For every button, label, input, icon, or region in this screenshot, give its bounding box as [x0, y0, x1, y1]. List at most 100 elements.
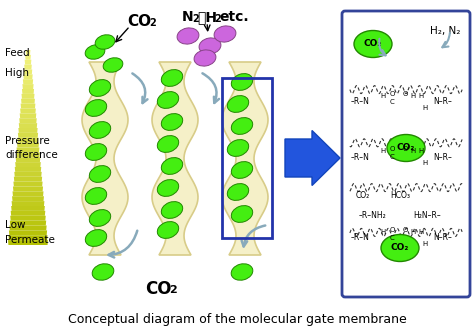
Text: H: H	[422, 105, 428, 111]
Text: 2: 2	[192, 14, 199, 24]
Text: O: O	[402, 227, 408, 233]
Text: H: H	[380, 229, 386, 235]
Bar	[222, 78, 272, 238]
Text: O: O	[389, 227, 395, 233]
Polygon shape	[17, 142, 39, 148]
FancyBboxPatch shape	[342, 11, 470, 297]
Text: H: H	[422, 160, 428, 166]
Ellipse shape	[89, 210, 111, 226]
Text: N–R–: N–R–	[433, 153, 452, 162]
Text: –R–N: –R–N	[351, 153, 370, 162]
Ellipse shape	[177, 28, 199, 44]
Text: O: O	[402, 91, 408, 97]
Polygon shape	[21, 99, 35, 103]
Polygon shape	[25, 55, 31, 60]
Polygon shape	[16, 157, 40, 162]
Polygon shape	[22, 84, 34, 89]
Ellipse shape	[228, 139, 249, 156]
Text: H: H	[419, 148, 424, 154]
Text: N: N	[182, 10, 193, 24]
Polygon shape	[25, 60, 31, 65]
Ellipse shape	[92, 264, 114, 280]
Polygon shape	[15, 162, 41, 167]
Text: O: O	[389, 91, 395, 97]
Text: O: O	[389, 146, 395, 152]
Polygon shape	[8, 240, 48, 245]
Polygon shape	[26, 50, 30, 55]
Text: Conceptual diagram of the molecular gate membrane: Conceptual diagram of the molecular gate…	[68, 313, 406, 327]
Ellipse shape	[89, 80, 111, 96]
Polygon shape	[11, 201, 45, 206]
Ellipse shape	[95, 35, 115, 49]
Text: C: C	[390, 154, 394, 160]
Polygon shape	[18, 128, 37, 133]
Ellipse shape	[161, 114, 182, 130]
Text: –R–NH₂: –R–NH₂	[359, 210, 387, 219]
Polygon shape	[22, 89, 34, 94]
Ellipse shape	[85, 45, 105, 59]
Ellipse shape	[354, 31, 392, 57]
Polygon shape	[19, 118, 37, 123]
Ellipse shape	[157, 180, 179, 197]
Text: Feed: Feed	[5, 48, 29, 58]
Ellipse shape	[214, 26, 236, 42]
Text: 2: 2	[169, 285, 177, 295]
Text: HCO₃: HCO₃	[390, 192, 410, 201]
Text: –R–N: –R–N	[351, 234, 370, 243]
Polygon shape	[17, 148, 39, 152]
Polygon shape	[23, 74, 33, 79]
Polygon shape	[18, 133, 38, 138]
Polygon shape	[152, 62, 198, 255]
Text: H: H	[380, 148, 386, 154]
Ellipse shape	[231, 206, 253, 222]
Text: CO: CO	[145, 280, 172, 298]
Text: CO₂: CO₂	[391, 244, 409, 252]
Ellipse shape	[194, 50, 216, 66]
Polygon shape	[15, 167, 41, 172]
Text: H₂, N₂: H₂, N₂	[430, 26, 460, 36]
Text: High: High	[5, 68, 29, 78]
Text: Permeate: Permeate	[5, 235, 55, 245]
Polygon shape	[10, 221, 46, 225]
Text: C: C	[390, 99, 394, 105]
Text: 、H: 、H	[197, 10, 217, 24]
Polygon shape	[9, 230, 47, 235]
Ellipse shape	[387, 134, 425, 162]
Text: –R–N: –R–N	[351, 97, 370, 107]
Polygon shape	[20, 113, 36, 118]
Polygon shape	[11, 206, 45, 211]
Text: 2: 2	[149, 18, 156, 28]
Text: CO: CO	[127, 14, 151, 29]
Ellipse shape	[231, 118, 253, 134]
Ellipse shape	[157, 222, 179, 239]
Ellipse shape	[161, 202, 182, 218]
Ellipse shape	[85, 187, 107, 204]
Ellipse shape	[231, 264, 253, 280]
Text: etc.: etc.	[219, 10, 249, 24]
Text: H₂N–R–: H₂N–R–	[413, 210, 441, 219]
Ellipse shape	[228, 183, 249, 200]
Ellipse shape	[85, 143, 107, 160]
Ellipse shape	[231, 162, 253, 178]
Polygon shape	[14, 172, 42, 177]
Text: 2: 2	[214, 14, 221, 24]
Text: CO₂: CO₂	[364, 40, 382, 48]
Ellipse shape	[89, 166, 111, 182]
Polygon shape	[19, 123, 37, 128]
Polygon shape	[18, 138, 38, 142]
Text: H: H	[410, 229, 416, 235]
Ellipse shape	[157, 136, 179, 153]
Polygon shape	[24, 65, 32, 70]
Polygon shape	[82, 62, 128, 255]
Text: C: C	[390, 235, 394, 241]
Text: H: H	[380, 93, 386, 99]
Polygon shape	[21, 94, 35, 99]
Polygon shape	[9, 235, 47, 240]
Polygon shape	[13, 186, 43, 192]
Polygon shape	[14, 177, 42, 182]
Text: H: H	[419, 93, 424, 99]
Text: N–R–: N–R–	[433, 234, 452, 243]
FancyArrow shape	[285, 130, 340, 185]
Polygon shape	[11, 211, 46, 216]
Polygon shape	[16, 152, 40, 157]
